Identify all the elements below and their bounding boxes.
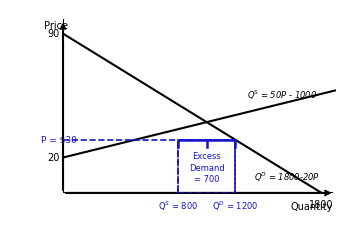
Text: Q$^S$ = 800: Q$^S$ = 800 <box>158 200 198 213</box>
Text: 20: 20 <box>48 153 60 163</box>
Text: Q$^S$ = 50P - 1000: Q$^S$ = 50P - 1000 <box>247 89 317 102</box>
Text: Price: Price <box>44 21 68 31</box>
Text: Q$^D$ = 1200: Q$^D$ = 1200 <box>212 200 259 213</box>
Bar <box>178 140 236 193</box>
Text: Excess
Demand
= 700: Excess Demand = 700 <box>189 152 225 185</box>
Text: Q$^D$ = 1800-20P: Q$^D$ = 1800-20P <box>254 170 320 184</box>
Text: Quantity: Quantity <box>291 202 333 212</box>
Text: P = $30: P = $30 <box>41 135 77 144</box>
Text: 1800: 1800 <box>309 200 334 210</box>
Text: 90: 90 <box>48 29 60 39</box>
